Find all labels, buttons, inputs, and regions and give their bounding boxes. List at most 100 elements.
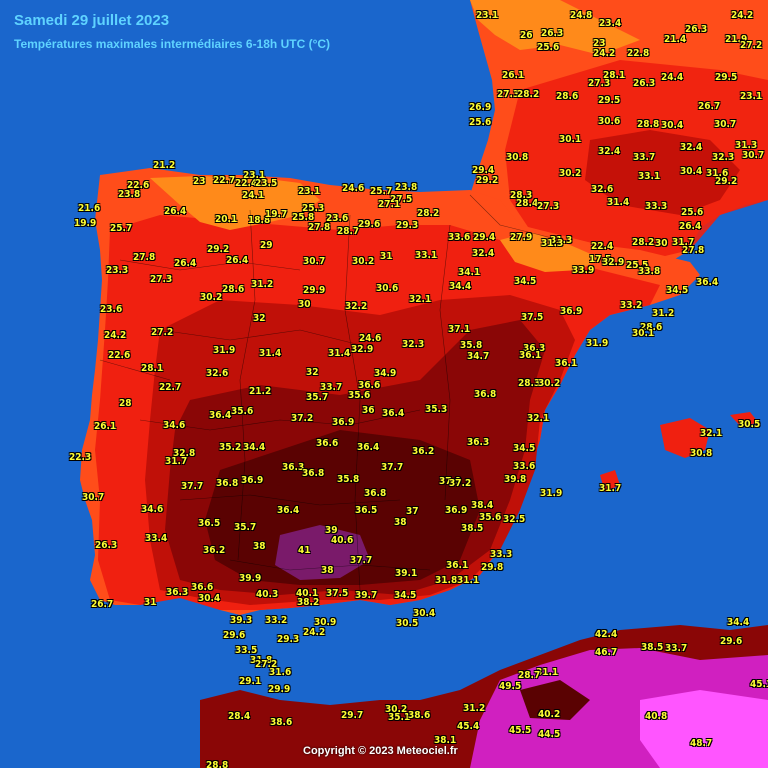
station-temperature-label: 30.1: [559, 134, 582, 145]
station-temperature-label: 37.7: [181, 481, 204, 492]
station-temperature-label: 32.5: [503, 514, 526, 525]
station-temperature-label: 35.3: [425, 404, 448, 415]
station-temperature-label: 26: [520, 30, 533, 41]
station-temperature-label: 24.2: [104, 330, 127, 341]
balearic-ibiza: [600, 470, 620, 492]
station-temperature-label: 27.2: [255, 659, 278, 670]
station-temperature-label: 32.2: [345, 301, 368, 312]
station-temperature-label: 39: [325, 525, 338, 536]
station-temperature-label: 26.3: [95, 540, 118, 551]
station-temperature-label: 25.6: [681, 207, 704, 218]
station-temperature-label: 31.2: [251, 279, 274, 290]
station-temperature-label: 35.8: [460, 340, 483, 351]
station-temperature-label: 30.4: [661, 120, 684, 131]
station-temperature-label: 40.1: [296, 588, 319, 599]
france-cool: [470, 0, 640, 55]
station-temperature-label: 28.6: [222, 284, 245, 295]
station-temperature-label: 33.3: [490, 549, 513, 560]
station-temperature-label: 30.4: [680, 166, 703, 177]
station-temperature-label: 25.6: [469, 117, 492, 128]
station-temperature-label: 38.4: [471, 500, 494, 511]
station-temperature-label: 30.6: [376, 283, 399, 294]
station-temperature-label: 25.3: [302, 203, 325, 214]
station-temperature-label: 22.7: [213, 175, 236, 186]
station-temperature-label: 36.3: [523, 343, 546, 354]
france-hot: [585, 130, 740, 215]
station-temperature-label: 36.8: [364, 488, 387, 499]
station-temperature-label: 28.7: [337, 226, 360, 237]
station-temperature-label: 27.8: [682, 245, 705, 256]
station-temperature-label: 37.2: [291, 413, 314, 424]
station-temperature-label: 40.3: [256, 589, 279, 600]
station-temperature-label: 38: [321, 565, 334, 576]
station-temperature-label: 28.3: [518, 378, 541, 389]
station-temperature-label: 38.5: [461, 523, 484, 534]
station-temperature-label: 31.4: [259, 348, 282, 359]
station-temperature-label: 30.7: [82, 492, 105, 503]
station-temperature-label: 29.9: [268, 684, 291, 695]
station-temperature-label: 31.3: [735, 140, 758, 151]
station-temperature-label: 27.8: [308, 222, 331, 233]
station-temperature-label: 29.4: [473, 232, 496, 243]
station-temperature-label: 30.2: [538, 378, 561, 389]
station-temperature-label: 34.7: [467, 351, 490, 362]
station-temperature-label: 36.6: [191, 582, 214, 593]
station-temperature-label: 24.2: [593, 48, 616, 59]
station-temperature-label: 35.6: [348, 390, 371, 401]
station-temperature-label: 21.4: [664, 34, 687, 45]
station-temperature-label: 36.3: [282, 462, 305, 473]
station-temperature-label: 26.4: [164, 206, 187, 217]
station-temperature-label: 24.6: [359, 333, 382, 344]
station-temperature-label: 36.4: [357, 442, 380, 453]
station-temperature-label: 23.1: [476, 10, 499, 21]
station-temperature-label: 33.2: [265, 615, 288, 626]
station-temperature-label: 25.8: [292, 212, 315, 223]
station-temperature-label: 38.1: [434, 735, 457, 746]
station-temperature-label: 34.4: [727, 617, 750, 628]
station-temperature-label: 37.5: [521, 312, 544, 323]
station-temperature-label: 38.6: [408, 710, 431, 721]
station-temperature-label: 23.8: [118, 189, 141, 200]
station-temperature-label: 24.6: [342, 183, 365, 194]
station-temperature-label: 39.8: [504, 474, 527, 485]
station-temperature-label: 31.4: [328, 348, 351, 359]
station-temperature-label: 22.3: [69, 452, 92, 463]
station-temperature-label: 23.6: [100, 304, 123, 315]
station-temperature-label: 32.1: [527, 413, 550, 424]
station-temperature-label: 32.1: [700, 428, 723, 439]
station-temperature-label: 30.9: [314, 617, 337, 628]
station-temperature-label: 31.4: [607, 197, 630, 208]
station-temperature-label: 27.1: [378, 199, 401, 210]
station-temperature-label: 30.2: [352, 256, 375, 267]
station-temperature-label: 40.2: [538, 709, 561, 720]
station-temperature-label: 40.6: [331, 535, 354, 546]
station-temperature-label: 28.3: [510, 190, 533, 201]
station-temperature-label: 36.4: [696, 277, 719, 288]
station-temperature-label: 36.9: [560, 306, 583, 317]
station-temperature-label: 32.3: [402, 339, 425, 350]
station-temperature-label: 31.8: [250, 655, 273, 666]
station-temperature-label: 33.6: [513, 461, 536, 472]
map-title: Samedi 29 juillet 2023: [14, 12, 170, 29]
station-temperature-label: 32: [253, 313, 266, 324]
station-temperature-label: 31.7: [165, 456, 188, 467]
station-temperature-label: 38: [253, 541, 266, 552]
station-temperature-label: 32: [306, 367, 319, 378]
station-temperature-label: 29.2: [476, 175, 499, 186]
station-temperature-label: 36.5: [198, 518, 221, 529]
station-temperature-label: 20.1: [215, 214, 238, 225]
station-temperature-label: 33.1: [638, 171, 661, 182]
station-temperature-label: 39.1: [395, 568, 418, 579]
station-temperature-label: 29.6: [358, 219, 381, 230]
station-temperature-label: 22.4: [235, 178, 258, 189]
iberia-38: [205, 430, 480, 585]
station-temperature-label: 28.7: [518, 670, 541, 681]
station-temperature-label: 28.6: [640, 322, 663, 333]
station-temperature-label: 31.3: [541, 238, 564, 249]
station-temperature-label: 36.1: [555, 358, 578, 369]
station-temperature-label: 26.7: [698, 101, 721, 112]
station-temperature-label: 36: [362, 405, 375, 416]
station-temperature-label: 28.2: [417, 208, 440, 219]
station-temperature-label: 33.3: [645, 201, 668, 212]
station-temperature-label: 33.2: [620, 300, 643, 311]
